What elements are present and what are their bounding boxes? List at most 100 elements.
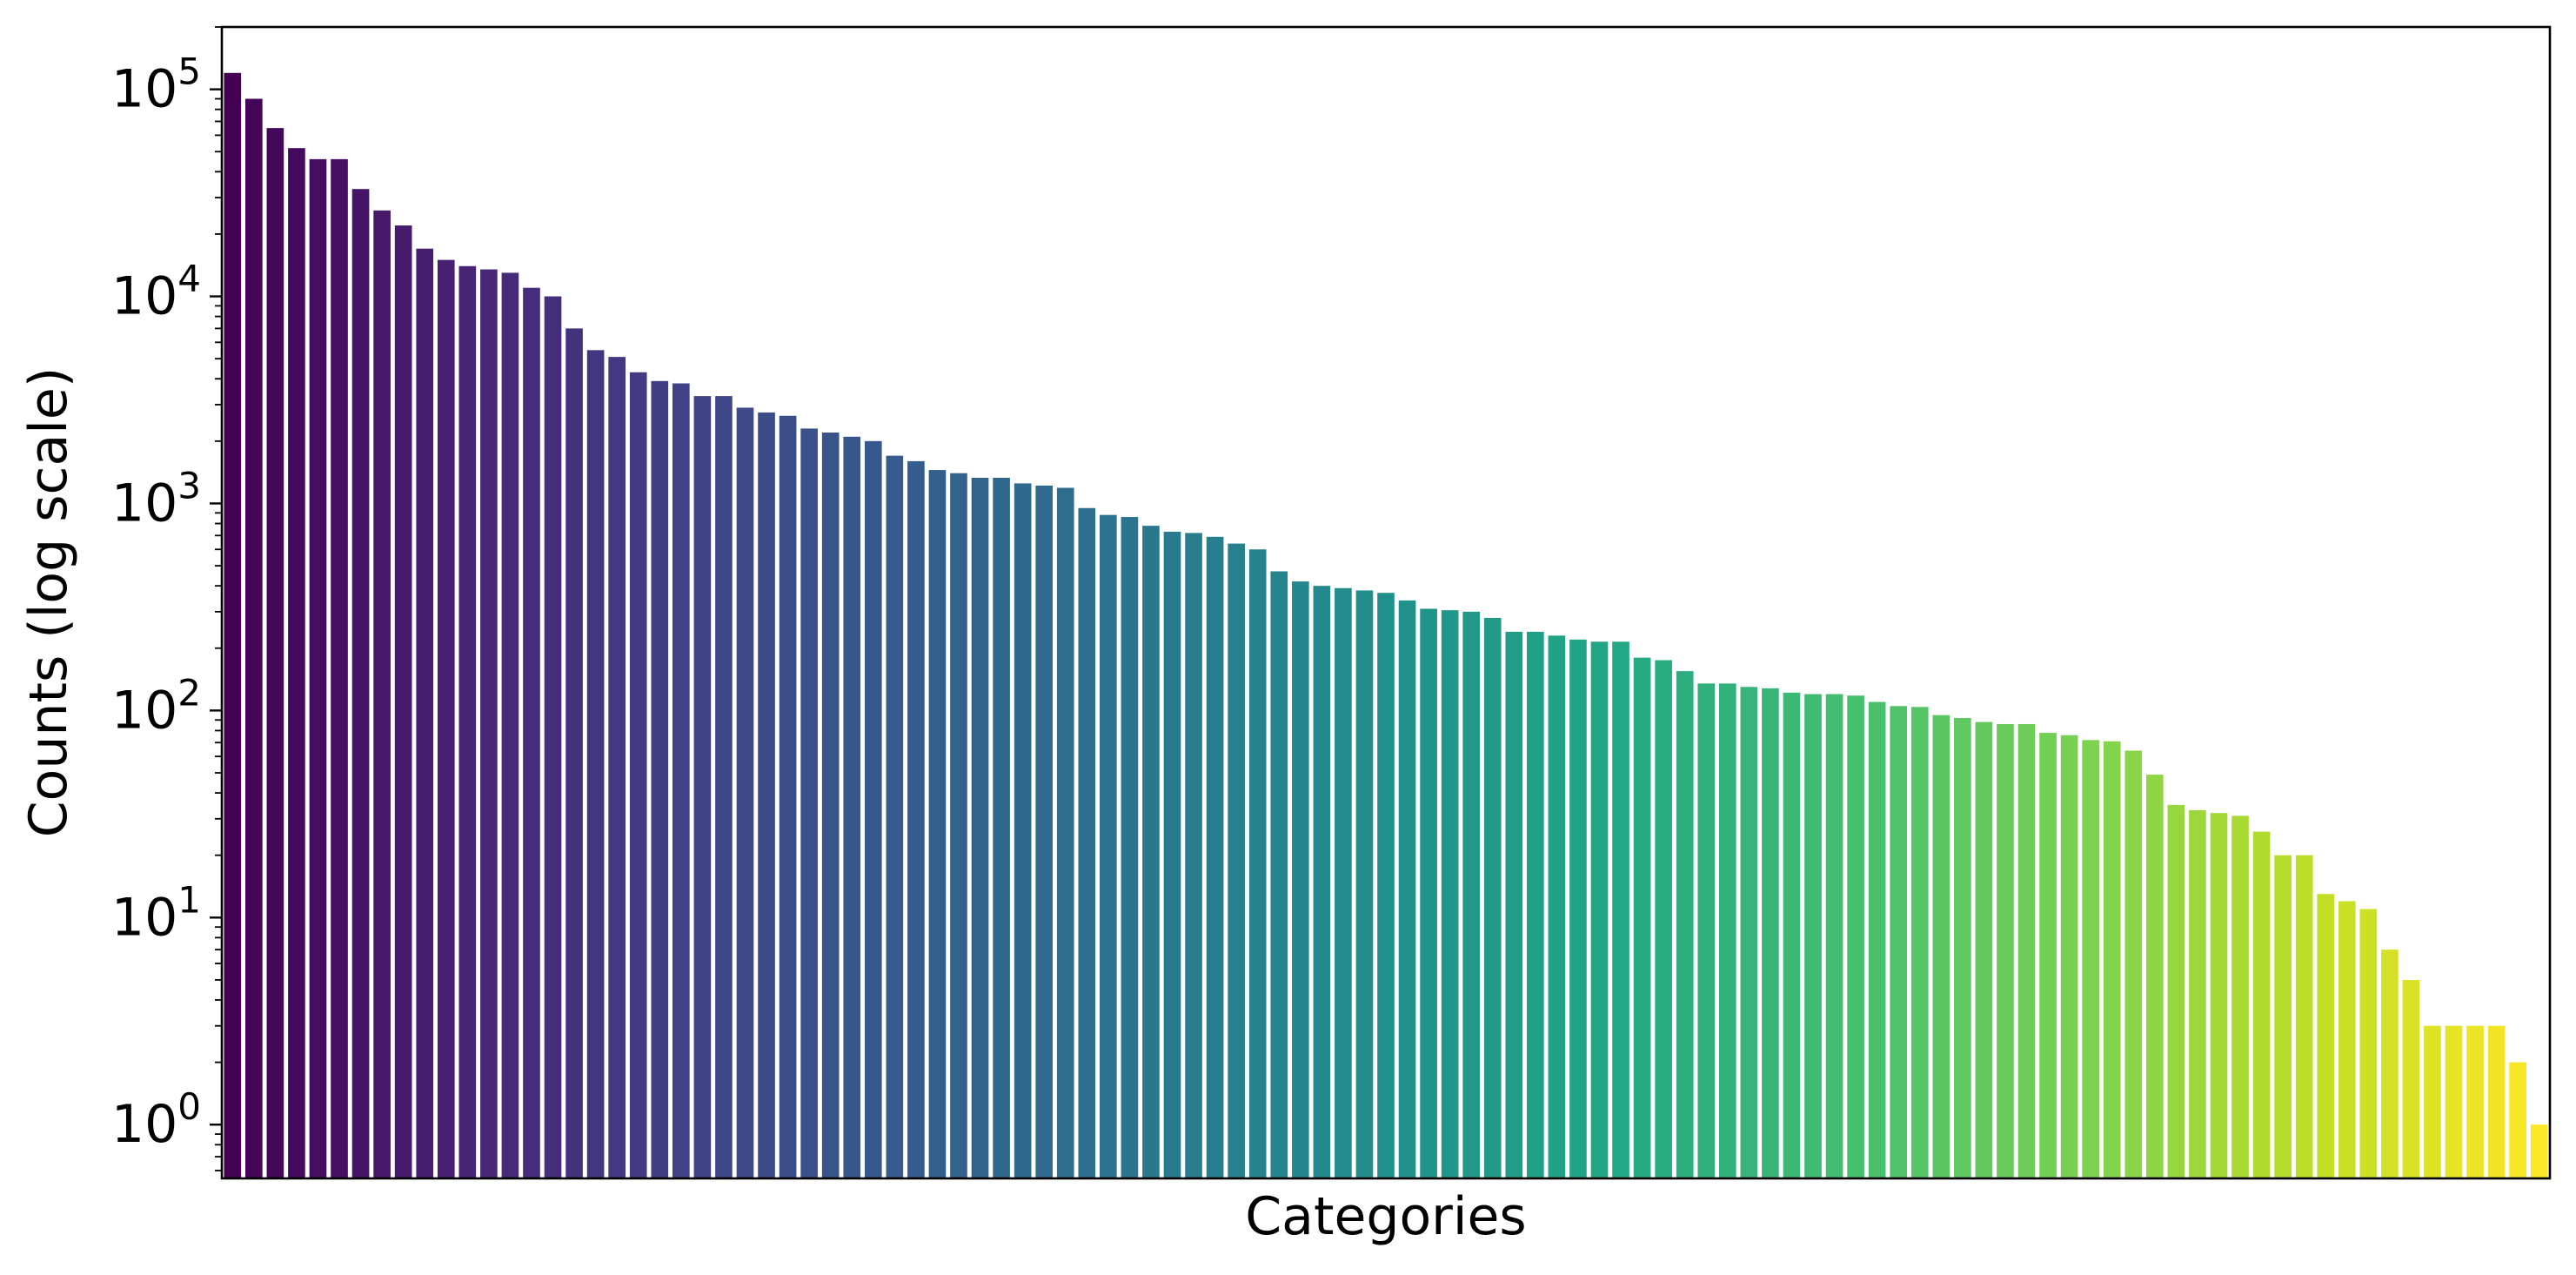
bar xyxy=(1355,590,1374,1178)
bar xyxy=(2189,809,2206,1178)
y-tick-label: 105 xyxy=(111,50,201,120)
y-tick-label: 102 xyxy=(111,671,201,741)
y-axis-label: Counts (log scale) xyxy=(18,367,79,837)
bar xyxy=(2530,1124,2548,1178)
bar xyxy=(693,396,712,1179)
bar xyxy=(2274,855,2292,1178)
bar xyxy=(1078,507,1096,1178)
y-axis-minor-ticks xyxy=(215,26,222,1171)
bar xyxy=(928,470,947,1178)
y-tick-label: 100 xyxy=(111,1085,201,1155)
bar xyxy=(2402,979,2420,1178)
bar xyxy=(1740,687,1758,1178)
y-tick-label-exponent: 4 xyxy=(177,258,201,300)
y-tick-label-base: 10 xyxy=(111,887,177,948)
bar xyxy=(1548,635,1566,1178)
bar xyxy=(1142,526,1160,1178)
y-tick-label-exponent: 5 xyxy=(177,50,201,93)
bar xyxy=(1783,692,1801,1178)
bar xyxy=(1035,485,1054,1178)
bar xyxy=(1762,688,1779,1178)
bar xyxy=(1377,593,1395,1178)
bar xyxy=(821,432,840,1178)
bar xyxy=(1100,514,1117,1178)
bar xyxy=(2082,740,2099,1178)
bar xyxy=(1868,701,1886,1178)
bar-series xyxy=(224,72,2548,1179)
bar xyxy=(1056,487,1074,1178)
bar xyxy=(1847,695,1864,1178)
bar xyxy=(331,158,348,1179)
bar xyxy=(758,412,775,1178)
y-tick-label: 104 xyxy=(111,258,201,327)
bar xyxy=(2487,1025,2506,1178)
bar xyxy=(1612,641,1629,1178)
bar xyxy=(1248,549,1267,1178)
bar xyxy=(2017,723,2036,1178)
bar xyxy=(1335,587,1352,1178)
bar xyxy=(523,287,540,1178)
y-tick-label-exponent: 2 xyxy=(177,671,201,714)
bar xyxy=(458,265,477,1178)
plot-frame xyxy=(220,25,2552,1180)
bar xyxy=(715,396,733,1179)
bar xyxy=(1590,641,1609,1178)
bar xyxy=(2146,775,2164,1178)
bar xyxy=(266,128,284,1178)
bar xyxy=(1121,517,1139,1178)
bar xyxy=(2466,1025,2484,1178)
bar xyxy=(544,296,562,1178)
bar xyxy=(2509,1062,2526,1178)
bar xyxy=(608,357,626,1178)
bar xyxy=(1697,683,1716,1178)
bar xyxy=(437,259,455,1178)
bar xyxy=(2060,735,2078,1178)
bar xyxy=(864,440,882,1179)
bar xyxy=(843,436,861,1178)
bar xyxy=(779,415,797,1178)
bar xyxy=(501,272,519,1179)
bar xyxy=(1014,483,1032,1178)
bar xyxy=(309,158,327,1179)
bar xyxy=(1910,707,1929,1178)
bar xyxy=(1505,631,1523,1178)
bar xyxy=(1975,721,1993,1178)
bar xyxy=(2295,855,2313,1178)
bar xyxy=(1185,533,1202,1178)
bar xyxy=(672,383,690,1178)
bar xyxy=(2103,741,2121,1178)
bar xyxy=(2039,733,2057,1178)
bar xyxy=(2424,1025,2441,1178)
bar xyxy=(1718,683,1736,1178)
bar xyxy=(1932,715,1950,1178)
y-tick-label-base: 10 xyxy=(111,473,177,533)
bar xyxy=(1398,600,1416,1178)
bar xyxy=(1890,706,1908,1178)
bar xyxy=(1206,536,1224,1178)
bar xyxy=(1825,694,1843,1178)
bar xyxy=(373,210,391,1178)
bar xyxy=(1420,608,1437,1178)
bar xyxy=(1569,639,1587,1178)
y-tick-label: 103 xyxy=(111,464,201,533)
bar xyxy=(2317,894,2335,1178)
y-tick-label-base: 10 xyxy=(111,1094,177,1155)
bar xyxy=(1527,631,1544,1178)
bar xyxy=(1997,723,2014,1178)
bar xyxy=(1676,671,1694,1178)
y-tick-label-base: 10 xyxy=(111,266,177,327)
bar xyxy=(394,225,412,1178)
bar xyxy=(2167,804,2185,1178)
bar xyxy=(416,248,434,1179)
y-tick-label-exponent: 1 xyxy=(177,878,201,921)
bar xyxy=(971,478,989,1178)
bar xyxy=(1954,718,1971,1178)
bar xyxy=(1804,694,1822,1178)
bar xyxy=(1291,581,1309,1178)
bar xyxy=(586,350,605,1178)
bar xyxy=(950,473,967,1178)
x-axis-label: Categories xyxy=(1245,1186,1526,1247)
bar xyxy=(2338,901,2356,1178)
